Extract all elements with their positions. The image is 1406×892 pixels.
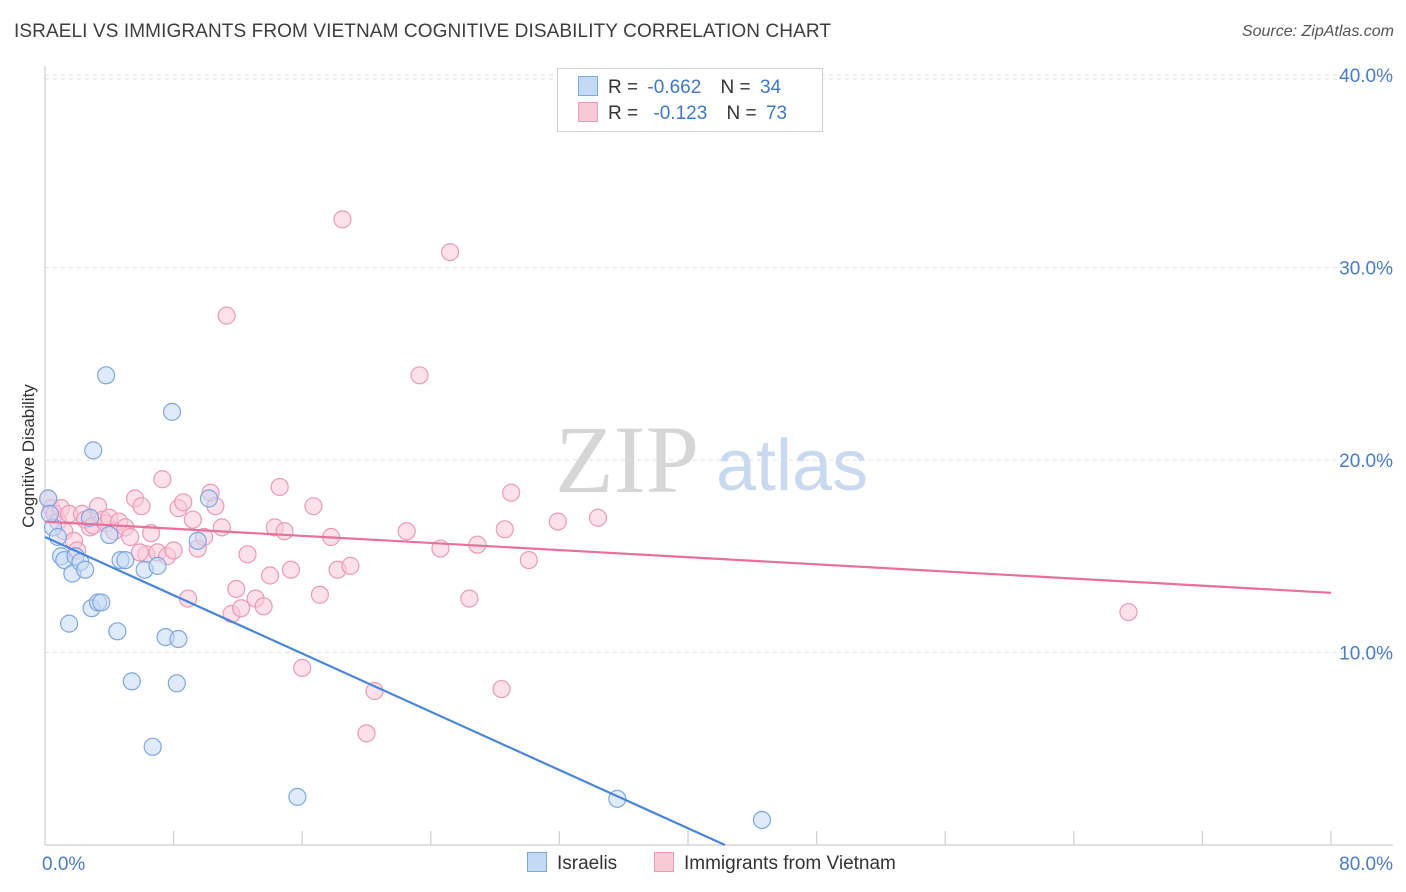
- legend-r-value: -0.123: [653, 103, 708, 124]
- bottom-legend-israelis-label: Israelis: [557, 853, 618, 874]
- vietnam-point: [130, 543, 149, 562]
- x-tick-label: 80.0%: [1339, 854, 1393, 875]
- y-axis-label: Cognitive Disability: [19, 384, 38, 528]
- vietnam-point: [275, 522, 294, 541]
- israelis-point: [169, 629, 188, 649]
- israelis-point: [96, 366, 116, 385]
- gridlines: [45, 74, 1391, 653]
- vietnam-point: [1119, 602, 1138, 622]
- axes: [44, 66, 1393, 846]
- israelis-point: [84, 441, 103, 460]
- series-israelis-points: [39, 366, 772, 830]
- israelis-point: [40, 504, 59, 524]
- y-tick-label: 30.0%: [1339, 259, 1393, 280]
- vietnam-point: [357, 724, 376, 743]
- bottom-legend-vietnam-label: Immigrants from Vietnam: [684, 853, 896, 874]
- israelis-point: [167, 674, 186, 693]
- y-tick-label: 40.0%: [1339, 66, 1393, 87]
- vietnam-point: [502, 483, 521, 502]
- vietnam-trend-line: [44, 520, 1332, 594]
- israelis-point: [100, 525, 119, 545]
- vietnam-point: [440, 243, 460, 262]
- israelis-point: [148, 556, 167, 575]
- trend-lines: [44, 520, 1332, 847]
- vietnam-point: [227, 579, 246, 599]
- vietnam-point: [281, 560, 301, 579]
- vietnam-point: [153, 470, 172, 489]
- vietnam-point: [333, 210, 352, 229]
- vietnam-point: [519, 550, 538, 570]
- vietnam-swatch: [654, 852, 674, 872]
- legend-n-value: 34: [759, 77, 782, 98]
- vietnam-point: [174, 493, 193, 512]
- watermark-zip: ZIP: [555, 406, 699, 513]
- israelis-trend-line: [44, 535, 726, 847]
- watermark: ZIP atlas: [555, 406, 868, 513]
- vietnam-point: [492, 679, 511, 699]
- vietnam-point: [410, 366, 429, 385]
- vietnam-point: [588, 508, 608, 527]
- vietnam-point: [260, 566, 280, 585]
- y-tick-labels: 10.0% 20.0% 30.0% 40.0%: [1339, 66, 1393, 665]
- israelis-point: [752, 810, 772, 830]
- vietnam-point: [310, 585, 329, 604]
- bottom-legend-israelis: Israelis: [527, 852, 617, 875]
- vietnam-point: [460, 589, 479, 608]
- israelis-swatch: [578, 76, 598, 96]
- source-note: Source: ZipAtlas.com: [1241, 23, 1394, 40]
- vietnam-point: [365, 681, 384, 701]
- israelis-point: [116, 550, 135, 570]
- israelis-point: [60, 614, 79, 633]
- legend-n-label: N =: [726, 103, 757, 124]
- israelis-point: [288, 787, 307, 806]
- vietnam-point: [212, 518, 231, 537]
- legend-row-israelis: R = -0.662 N = 34: [578, 76, 781, 100]
- vietnam-point: [495, 520, 514, 539]
- vietnam-point: [397, 522, 416, 541]
- vietnam-point: [293, 658, 312, 678]
- watermark-atlas: atlas: [716, 426, 868, 506]
- vietnam-point: [270, 477, 289, 497]
- israelis-point: [188, 531, 207, 550]
- legend-n-label: N =: [720, 77, 751, 98]
- vietnam-point: [132, 497, 151, 516]
- x-tick-labels: 0.0% 80.0%: [42, 854, 1393, 875]
- vietnam-point: [548, 512, 567, 531]
- x-tick-label: 0.0%: [42, 854, 85, 875]
- vietnam-point: [183, 510, 202, 529]
- israelis-point: [76, 560, 95, 579]
- legend-r-value: -0.662: [647, 77, 702, 98]
- vietnam-point: [141, 524, 161, 543]
- vietnam-point: [254, 597, 273, 616]
- israelis-point: [108, 622, 127, 641]
- legend-row-vietnam: R = -0.123 N = 73: [578, 102, 787, 126]
- vietnam-point: [121, 527, 140, 547]
- israelis-point: [92, 593, 111, 612]
- stats-legend: R = -0.662 N = 34 R = -0.123 N = 73: [557, 68, 823, 132]
- israelis-point: [143, 737, 162, 756]
- vietnam-point: [238, 545, 257, 564]
- israelis-point: [199, 489, 219, 508]
- israelis-point: [39, 489, 58, 508]
- vietnam-point: [164, 541, 183, 560]
- vietnam-point: [304, 497, 323, 516]
- bottom-legend-vietnam: Immigrants from Vietnam: [654, 852, 896, 875]
- israelis-swatch: [527, 852, 547, 872]
- israelis-point: [162, 402, 182, 421]
- israelis-point: [122, 672, 141, 691]
- chart-title: ISRAELI VS IMMIGRANTS FROM VIETNAM COGNI…: [14, 21, 832, 42]
- y-tick-label: 10.0%: [1339, 644, 1393, 665]
- vietnam-point: [232, 599, 251, 618]
- legend-r-label: R =: [608, 103, 639, 124]
- vietnam-point: [217, 306, 236, 325]
- israelis-point: [80, 508, 100, 527]
- vietnam-point: [341, 556, 360, 575]
- series-vietnam-points: [39, 210, 1138, 743]
- legend-r-label: R =: [608, 77, 639, 98]
- legend-n-value: 73: [765, 103, 788, 124]
- y-tick-label: 20.0%: [1339, 451, 1393, 472]
- vietnam-swatch: [578, 102, 598, 122]
